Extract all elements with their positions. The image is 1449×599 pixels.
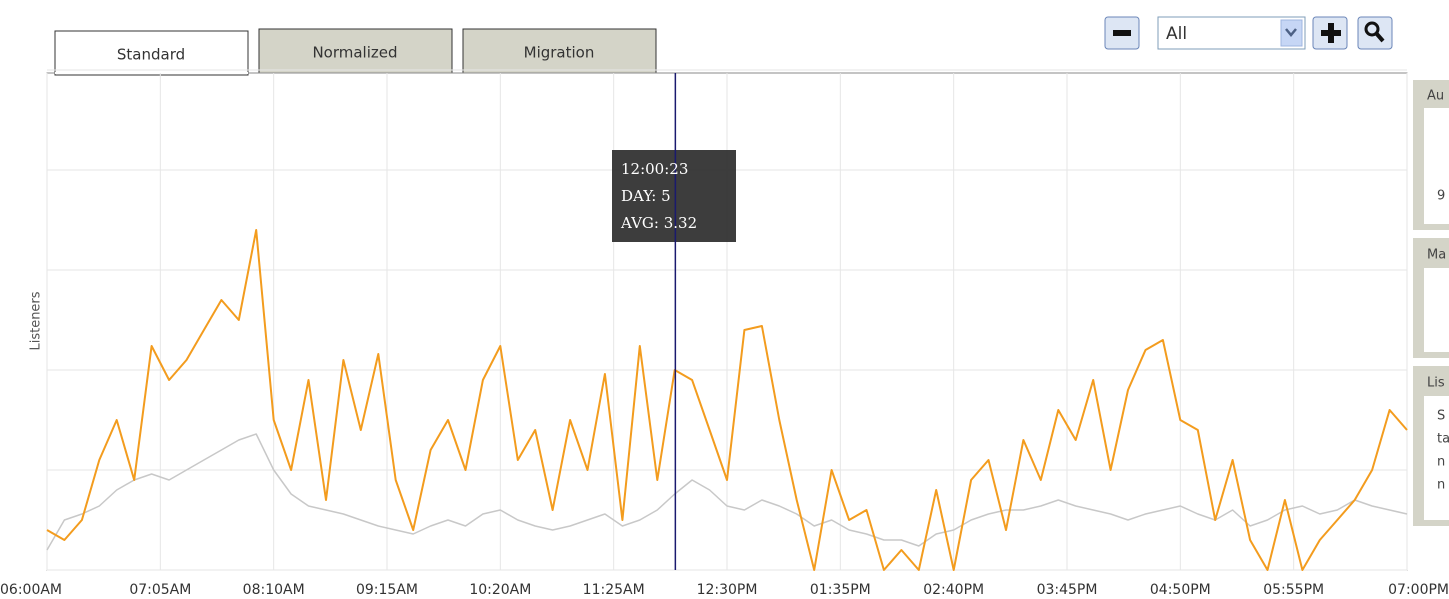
tab[interactable]: Migration bbox=[462, 28, 657, 74]
tooltip-text: 12:00:23 bbox=[621, 160, 688, 178]
panel-body bbox=[1424, 268, 1449, 352]
tab-bg[interactable] bbox=[54, 30, 249, 76]
tab-label[interactable]: Normalized bbox=[312, 44, 397, 62]
tooltip-text: AVG: 3.32 bbox=[620, 214, 697, 232]
panel-body bbox=[1424, 396, 1449, 520]
panel-text: n bbox=[1437, 478, 1445, 493]
side-panel: Au 9 Ma Lis S ta n n bbox=[1413, 80, 1449, 526]
series-line bbox=[46, 229, 1408, 571]
plot bbox=[46, 69, 1408, 571]
search-icon bbox=[1364, 21, 1380, 37]
tab-bg[interactable] bbox=[258, 28, 453, 74]
x-tick-label: 04:50PM bbox=[1150, 582, 1211, 598]
tab-bg[interactable] bbox=[462, 28, 657, 74]
tab-label[interactable]: Migration bbox=[524, 44, 595, 62]
series-line bbox=[46, 433, 1408, 551]
panel-title: Lis bbox=[1427, 376, 1445, 391]
search-icon-handle bbox=[1374, 31, 1385, 43]
minus-icon bbox=[1113, 30, 1131, 36]
x-tick-label: 06:00AM bbox=[0, 582, 62, 598]
x-tick-label: 09:15AM bbox=[356, 582, 418, 598]
x-tick-label: 12:30PM bbox=[697, 582, 758, 598]
x-tick-label: 03:45PM bbox=[1037, 582, 1098, 598]
panel-title: Au bbox=[1427, 89, 1444, 104]
panel-title: Ma bbox=[1427, 248, 1446, 263]
y-axis-label: Listeners bbox=[29, 291, 44, 350]
tab-label[interactable]: Standard bbox=[117, 46, 185, 64]
x-tick-label: 11:25AM bbox=[583, 582, 645, 598]
x-tick-label: 10:20AM bbox=[469, 582, 531, 598]
panel-text: 9 bbox=[1437, 189, 1445, 204]
panel-text: S bbox=[1437, 409, 1445, 424]
x-tick-label: 02:40PM bbox=[923, 582, 984, 598]
x-tick-label: 01:35PM bbox=[810, 582, 871, 598]
range-value: All bbox=[1166, 24, 1187, 44]
tooltip-text: DAY: 5 bbox=[621, 187, 671, 205]
overlay: 06:00AM 07:05AM 08:10AM 09:15AM 10:20AM 11:25… bbox=[0, 73, 1449, 598]
tab[interactable]: Standard bbox=[54, 30, 249, 76]
x-tick-label: 08:10AM bbox=[243, 582, 305, 598]
panel-text: ta bbox=[1437, 432, 1449, 447]
tooltip: 12:00:23 DAY: 5 AVG: 3.32 bbox=[612, 150, 736, 242]
tab[interactable]: Normalized bbox=[258, 28, 453, 74]
x-tick-label: 07:05AM bbox=[129, 582, 191, 598]
panel-body bbox=[1424, 108, 1449, 224]
tooltip-bg bbox=[612, 150, 736, 242]
panel-text: n bbox=[1437, 455, 1445, 470]
plus-icon bbox=[1321, 23, 1341, 43]
arrow-icon bbox=[1285, 28, 1297, 37]
x-tick-label: 05:55PM bbox=[1263, 582, 1324, 598]
x-tick-label: 07:00PM bbox=[1388, 582, 1449, 598]
